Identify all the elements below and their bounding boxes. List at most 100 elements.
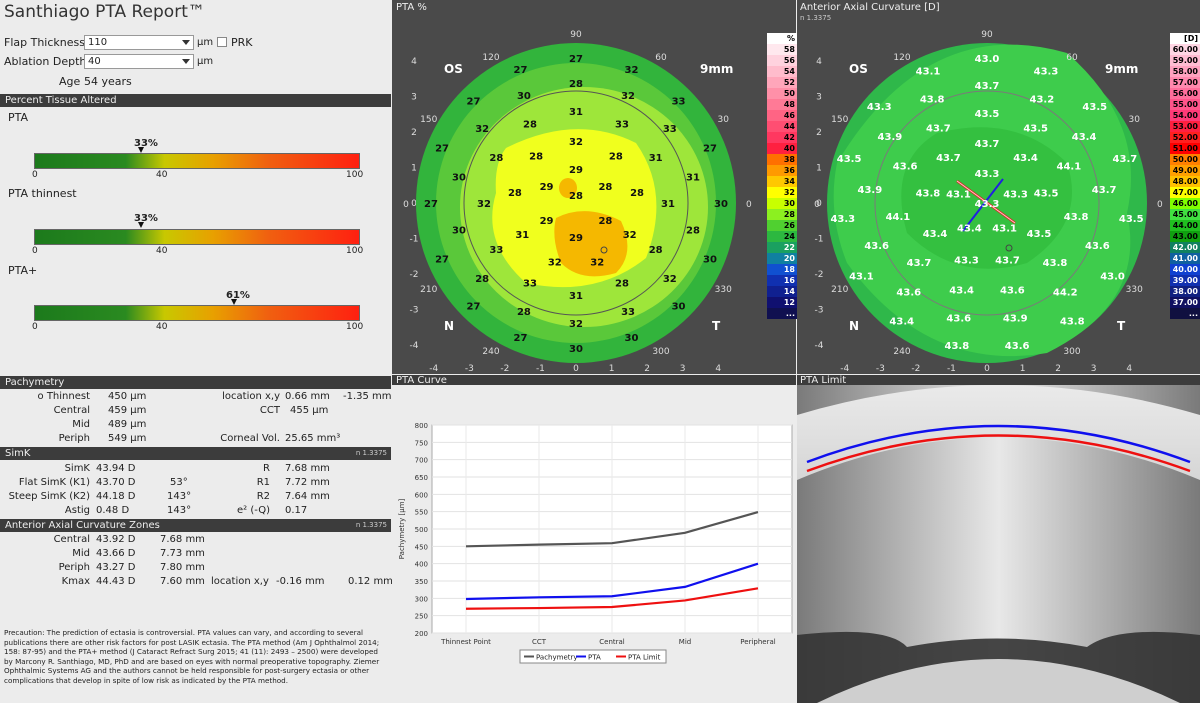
map-value: 43.5 bbox=[837, 154, 862, 165]
curv-scale-6: 54.00 bbox=[1170, 110, 1200, 121]
pta-scale-19: 20 bbox=[767, 253, 797, 264]
y-tick-label: 700 bbox=[415, 457, 428, 465]
r-label: R bbox=[263, 463, 270, 474]
map-value: 43.6 bbox=[946, 314, 971, 325]
map-value: 43.3 bbox=[1034, 67, 1059, 78]
curv-scale-14: 46.00 bbox=[1170, 198, 1200, 209]
kmax-mm: 7.60 mm bbox=[160, 576, 205, 587]
r1-value: 7.72 mm bbox=[285, 477, 330, 488]
k1-label: Flat SimK (K1) bbox=[18, 477, 90, 488]
prk-checkbox[interactable] bbox=[217, 37, 227, 47]
map-value: 43.6 bbox=[864, 241, 889, 252]
map-value: 30 bbox=[569, 344, 583, 355]
pta-scale-16: 26 bbox=[767, 220, 797, 231]
y-tick-label: 250 bbox=[415, 613, 428, 621]
x-tick: 0 bbox=[984, 364, 990, 374]
map-value: 43.6 bbox=[893, 162, 918, 173]
map-value: 29 bbox=[569, 233, 583, 244]
astig-value: 0.48 D bbox=[96, 505, 130, 516]
pta-map-panel: -4 -4 -3 -3 -2 -2 -1 -1 0 0 1 1 2 2 3 3 4 4 90 120 150 0 210 24… bbox=[392, 0, 796, 374]
ablation-depth-select[interactable]: 40 bbox=[84, 54, 194, 69]
curv-scale-24: ... bbox=[1170, 308, 1200, 319]
curv-scale-7: 53.00 bbox=[1170, 121, 1200, 132]
thinnest-label: o Thinnest bbox=[37, 391, 90, 402]
map-value: 32 bbox=[477, 199, 491, 210]
map-center-region bbox=[901, 127, 1072, 269]
x-tick: 3 bbox=[680, 364, 686, 374]
k2-axis: 143° bbox=[167, 491, 192, 502]
map-value: 28 bbox=[630, 188, 644, 199]
angle-label: 300 bbox=[652, 347, 669, 357]
y-tick: -1 bbox=[815, 235, 824, 245]
zone-central-value: 43.92 D bbox=[96, 534, 136, 545]
map-value: 27 bbox=[467, 96, 481, 107]
app-title: Santhiago PTA Report™ bbox=[4, 2, 205, 22]
pta-scale-15: 28 bbox=[767, 209, 797, 220]
map-value: 43.4 bbox=[889, 316, 914, 327]
r2-value: 7.64 mm bbox=[285, 491, 330, 502]
location-x: 0.66 mm bbox=[285, 391, 330, 402]
y-tick: 3 bbox=[816, 92, 822, 102]
map-value: 43.7 bbox=[1113, 154, 1138, 165]
map-value: 43.3 bbox=[1003, 190, 1028, 201]
map-value: 29 bbox=[569, 165, 583, 176]
pta-scale-4: 50 bbox=[767, 88, 797, 99]
y-tick: 3 bbox=[411, 92, 417, 102]
map-value: 28 bbox=[598, 216, 612, 227]
simk-label: SimK bbox=[64, 463, 90, 474]
curv-scale-5: 55.00 bbox=[1170, 99, 1200, 110]
pta-line bbox=[806, 424, 1191, 464]
angle-label: 240 bbox=[482, 347, 499, 357]
simk-index: n 1.3375 bbox=[355, 449, 387, 457]
map-value: 32 bbox=[621, 91, 635, 102]
map-value: 30 bbox=[452, 172, 466, 183]
y-tick: -2 bbox=[815, 270, 824, 280]
zone-circle bbox=[874, 90, 1100, 316]
simk-title: SimK bbox=[5, 448, 31, 459]
curv-scale-12: 48.00 bbox=[1170, 176, 1200, 187]
pta-marker-icon bbox=[138, 147, 144, 153]
curv-scale-20: 40.00 bbox=[1170, 264, 1200, 275]
x-tick: 0 bbox=[573, 364, 579, 374]
map-value: 28 bbox=[569, 191, 583, 202]
pta-limit-title: PTA Limit bbox=[800, 375, 847, 386]
angle-label: 210 bbox=[831, 285, 848, 295]
map-value: 43.8 bbox=[916, 189, 941, 200]
r-value: 7.68 mm bbox=[285, 463, 330, 474]
temporal-label: T bbox=[712, 319, 721, 333]
x-tick: 1 bbox=[609, 364, 615, 374]
series-line-pachymetry bbox=[465, 510, 759, 548]
map-value: 33 bbox=[621, 307, 635, 318]
map-value: 43.2 bbox=[1029, 95, 1054, 106]
flap-thickness-select[interactable]: 110 bbox=[84, 35, 194, 50]
angle-label: 60 bbox=[655, 53, 667, 63]
zone-central-mm: 7.68 mm bbox=[160, 534, 205, 545]
pta-map[interactable]: -4-4-3-3-2-2-1-1001122334490120150021024… bbox=[392, 0, 796, 374]
x-tick: 4 bbox=[1126, 364, 1132, 374]
y-axis-label: Pachymetry [µm] bbox=[398, 498, 406, 559]
angle-label: 330 bbox=[715, 285, 732, 295]
map-value: 43.4 bbox=[1072, 132, 1097, 143]
map-value: 43.9 bbox=[858, 185, 883, 196]
y-tick-label: 600 bbox=[415, 491, 428, 499]
chevron-down-icon bbox=[182, 59, 190, 64]
map-value: 27 bbox=[435, 144, 449, 155]
x-tick: -1 bbox=[536, 364, 545, 374]
legend-label: PTA Limit bbox=[628, 654, 661, 662]
curvature-map[interactable]: -4 -4 -3 -3 -2 -2 -1 -1 0 0 1 1 2 2 3 3 4 4 90 120 150 0 210 24… bbox=[797, 0, 1200, 374]
map-value: 43.7 bbox=[936, 153, 961, 164]
central-label: Central bbox=[53, 405, 90, 416]
tick-40: 40 bbox=[156, 170, 168, 180]
pta-scale-3: 52 bbox=[767, 77, 797, 88]
angle-label: 0 bbox=[1157, 200, 1163, 210]
r1-label: R1 bbox=[256, 477, 270, 488]
y-tick-label: 350 bbox=[415, 578, 428, 586]
y-tick: -4 bbox=[815, 341, 824, 351]
angle-label: 150 bbox=[420, 115, 437, 125]
x-tick: -4 bbox=[429, 364, 438, 374]
eye-label: OS bbox=[849, 62, 868, 76]
map-value: 32 bbox=[663, 274, 677, 285]
map-value: 28 bbox=[686, 226, 700, 237]
y-tick: 0 bbox=[411, 199, 417, 209]
pta-thinnest-value: 33% bbox=[134, 213, 158, 224]
